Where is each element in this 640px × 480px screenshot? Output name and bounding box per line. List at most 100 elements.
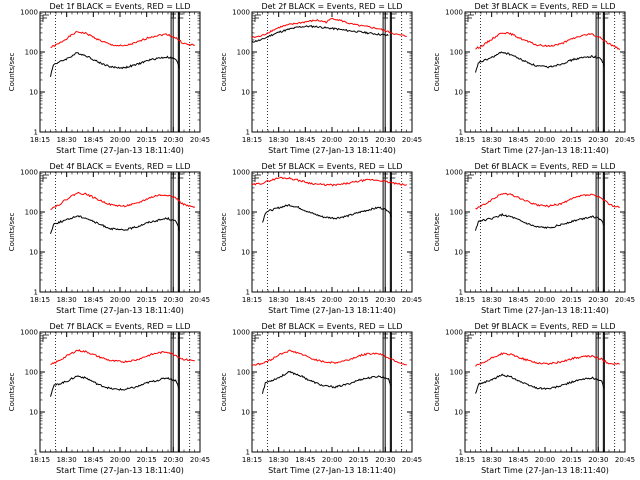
y-tick-label: 10 — [454, 249, 463, 257]
x-tick-label: 18:45 — [508, 136, 528, 144]
chart-title: Det 8f BLACK = Events, RED = LLD — [261, 322, 402, 331]
y-axis-label: Counts/sec — [8, 213, 16, 252]
marker-flag — [603, 173, 609, 179]
x-tick-label: 18:30 — [269, 296, 289, 304]
y-tick-label: 1000 — [445, 329, 463, 337]
x-tick-label: 20:30 — [163, 296, 183, 304]
marker-flag — [383, 173, 389, 179]
x-tick-label: 18:45 — [83, 456, 103, 464]
chart-title: Det 4f BLACK = Events, RED = LLD — [49, 162, 190, 171]
y-tick-label: 10 — [29, 409, 38, 417]
x-tick-label: 20:30 — [375, 136, 395, 144]
x-tick-label: 20:30 — [375, 296, 395, 304]
x-tick-label: 18:15 — [242, 136, 262, 144]
marker-flag — [171, 13, 177, 19]
start-flag — [42, 334, 49, 342]
plot-frame — [251, 171, 413, 293]
x-tick-label: 20:45 — [615, 296, 635, 304]
y-tick-label: 100 — [450, 209, 463, 217]
chart-panel-7: Det 7f BLACK = Events, RED = LLD Start Ti… — [8, 322, 210, 475]
y-tick-label: 1000 — [232, 329, 250, 337]
events-series-line — [475, 51, 605, 73]
marker-flag — [390, 173, 396, 179]
x-tick-label: 18:45 — [83, 136, 103, 144]
x-axis-label: Start Time (27-Jan-13 18:11:40) — [481, 306, 609, 315]
x-tick-label: 20:45 — [402, 456, 422, 464]
x-tick-label: 18:15 — [242, 296, 262, 304]
x-tick-label: 20:00 — [110, 136, 130, 144]
x-tick-label: 18:15 — [30, 296, 50, 304]
chart-title: Det 5f BLACK = Events, RED = LLD — [261, 162, 402, 171]
y-tick-label: 10 — [29, 89, 38, 97]
y-axis-label: Counts/sec — [220, 53, 228, 92]
x-tick-label: 20:15 — [562, 296, 582, 304]
plot-frame — [251, 331, 413, 453]
y-tick-label: 1 — [459, 449, 463, 457]
plot-frame — [39, 331, 201, 453]
y-tick-label: 1 — [34, 289, 38, 297]
events-series-line — [262, 370, 392, 394]
y-tick-label: 1 — [34, 449, 38, 457]
events-series-line — [50, 215, 180, 235]
x-tick-label: 20:15 — [349, 136, 369, 144]
x-tick-label: 20:45 — [190, 136, 210, 144]
lld-series-line — [251, 176, 408, 187]
chart-panel-8: Det 8f BLACK = Events, RED = LLD Start Ti… — [220, 322, 422, 475]
y-tick-label: 1 — [246, 129, 250, 137]
x-tick-label: 20:15 — [137, 296, 157, 304]
x-tick-label: 20:15 — [137, 456, 157, 464]
y-tick-label: 1 — [246, 449, 250, 457]
x-tick-label: 18:30 — [482, 136, 502, 144]
y-tick-label: 1000 — [20, 329, 38, 337]
x-tick-label: 18:30 — [57, 456, 77, 464]
y-tick-label: 100 — [450, 369, 463, 377]
marker-flag — [603, 13, 609, 19]
x-tick-label: 20:15 — [562, 456, 582, 464]
marker-flag — [390, 333, 396, 339]
y-tick-label: 100 — [25, 209, 38, 217]
chart-panel-2: Det 2f BLACK = Events, RED = LLD Start Ti… — [220, 2, 422, 155]
x-tick-label: 20:00 — [535, 296, 555, 304]
y-tick-label: 1 — [459, 129, 463, 137]
x-tick-label: 20:45 — [190, 296, 210, 304]
x-tick-label: 18:30 — [269, 456, 289, 464]
lld-series-line — [251, 17, 407, 39]
start-flag — [254, 174, 261, 182]
marker-flag — [178, 13, 184, 19]
x-tick-label: 20:30 — [375, 456, 395, 464]
lld-series-line — [475, 192, 620, 210]
marker-flag — [596, 333, 602, 339]
chart-panel-6: Det 6f BLACK = Events, RED = LLD Start Ti… — [433, 162, 635, 315]
start-flag — [254, 334, 261, 342]
x-tick-label: 20:45 — [402, 296, 422, 304]
x-tick-label: 20:45 — [615, 456, 635, 464]
plot-frame — [251, 11, 413, 133]
chart-panel-9: Det 9f BLACK = Events, RED = LLD Start Ti… — [433, 322, 635, 475]
y-tick-label: 100 — [237, 49, 250, 57]
x-tick-label: 18:30 — [482, 296, 502, 304]
x-axis-label: Start Time (27-Jan-13 18:11:40) — [268, 306, 396, 315]
marker-flag — [171, 333, 177, 339]
chart-title: Det 3f BLACK = Events, RED = LLD — [474, 2, 615, 11]
y-axis-label: Counts/sec — [220, 373, 228, 412]
marker-flag — [383, 333, 389, 339]
marker-flag — [178, 333, 184, 339]
y-tick-label: 1 — [459, 289, 463, 297]
x-tick-label: 18:45 — [83, 296, 103, 304]
x-tick-label: 20:15 — [349, 456, 369, 464]
x-tick-label: 18:15 — [242, 456, 262, 464]
x-tick-label: 18:45 — [295, 136, 315, 144]
x-tick-label: 20:00 — [322, 296, 342, 304]
y-tick-label: 10 — [241, 89, 250, 97]
y-tick-label: 100 — [237, 369, 250, 377]
plot-frame — [464, 11, 626, 133]
marker-flag — [596, 173, 602, 179]
lld-series-line — [475, 31, 621, 51]
x-tick-label: 20:30 — [588, 136, 608, 144]
x-tick-label: 20:30 — [588, 296, 608, 304]
y-tick-label: 10 — [454, 89, 463, 97]
start-flag — [254, 14, 261, 22]
y-axis-label: Counts/sec — [220, 213, 228, 252]
marker-flag — [383, 13, 389, 19]
